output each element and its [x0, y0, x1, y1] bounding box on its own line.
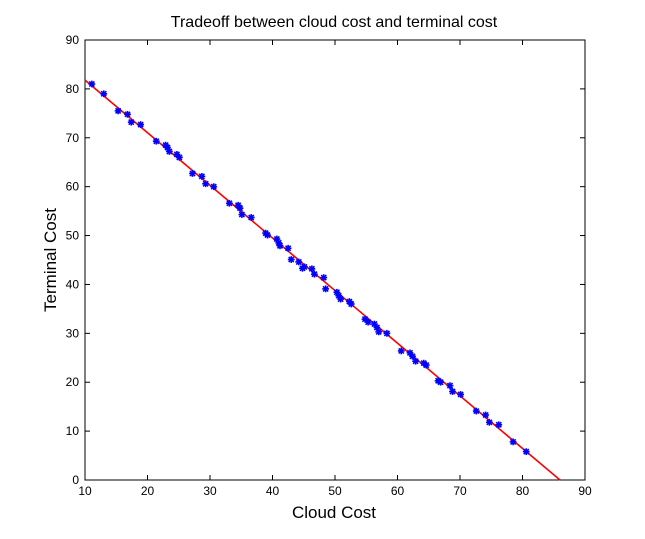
data-point: [124, 110, 131, 118]
data-point: [322, 285, 330, 293]
x-tick-label: 60: [391, 484, 405, 498]
data-point: [320, 274, 328, 281]
data-point: [137, 121, 145, 128]
x-tick-label: 70: [453, 484, 467, 498]
data-point: [449, 388, 456, 395]
data-point: [152, 137, 160, 145]
data-point: [397, 347, 405, 355]
data-point: [495, 421, 503, 429]
data-point: [198, 173, 206, 180]
data-point: [437, 378, 445, 386]
data-point: [100, 90, 108, 98]
y-tick-label: 50: [66, 229, 80, 243]
y-tick-label: 60: [66, 180, 80, 194]
data-point: [264, 231, 271, 239]
data-point: [114, 107, 122, 115]
data-point: [472, 407, 480, 415]
data-point: [509, 438, 517, 446]
data-point: [409, 352, 416, 360]
data-point: [300, 263, 308, 271]
data-point: [284, 244, 292, 252]
data-point: [247, 214, 255, 221]
plot-area: [84, 39, 586, 481]
y-tick-label: 30: [66, 326, 80, 340]
y-tick-label: 70: [66, 131, 80, 145]
data-point: [422, 361, 430, 369]
data-point: [383, 329, 391, 337]
data-point: [236, 204, 244, 212]
data-point: [127, 118, 135, 126]
data-point: [347, 300, 355, 308]
data-point: [337, 295, 345, 303]
y-tick-label: 20: [66, 375, 80, 389]
data-point: [287, 256, 295, 263]
x-tick-label: 10: [78, 484, 92, 498]
data-point: [446, 382, 454, 390]
data-point: [189, 170, 196, 177]
data-point: [310, 270, 318, 278]
x-tick-label: 50: [328, 484, 342, 498]
data-point: [457, 391, 465, 398]
x-tick-label: 80: [516, 484, 530, 498]
data-point: [165, 148, 173, 155]
scatter-points-layer: [88, 80, 530, 456]
y-tick-label: 40: [66, 277, 80, 291]
data-point: [276, 242, 284, 250]
x-tick-label: 40: [266, 484, 280, 498]
data-point: [375, 328, 383, 336]
data-point: [225, 199, 233, 207]
data-point: [295, 258, 303, 266]
data-point: [482, 411, 490, 419]
data-point: [412, 357, 420, 365]
y-axis-label: Terminal Cost: [41, 208, 60, 312]
y-tick-label: 10: [66, 424, 80, 438]
data-point: [210, 183, 218, 191]
chart-title: Tradeoff between cloud cost and terminal…: [171, 14, 498, 31]
x-axis-label: Cloud Cost: [292, 503, 376, 522]
data-point: [238, 211, 246, 218]
data-point: [175, 153, 183, 161]
data-point: [308, 265, 316, 273]
x-tick-label: 30: [203, 484, 217, 498]
data-point: [202, 180, 210, 188]
data-point: [364, 318, 372, 326]
data-point: [485, 418, 493, 426]
data-point: [522, 448, 530, 456]
x-tick-label: 20: [141, 484, 155, 498]
y-tick-label: 0: [72, 473, 79, 487]
y-tick-label: 90: [66, 33, 80, 47]
data-point: [88, 80, 96, 88]
x-tick-label: 90: [578, 484, 592, 498]
y-tick-label: 80: [66, 82, 80, 96]
